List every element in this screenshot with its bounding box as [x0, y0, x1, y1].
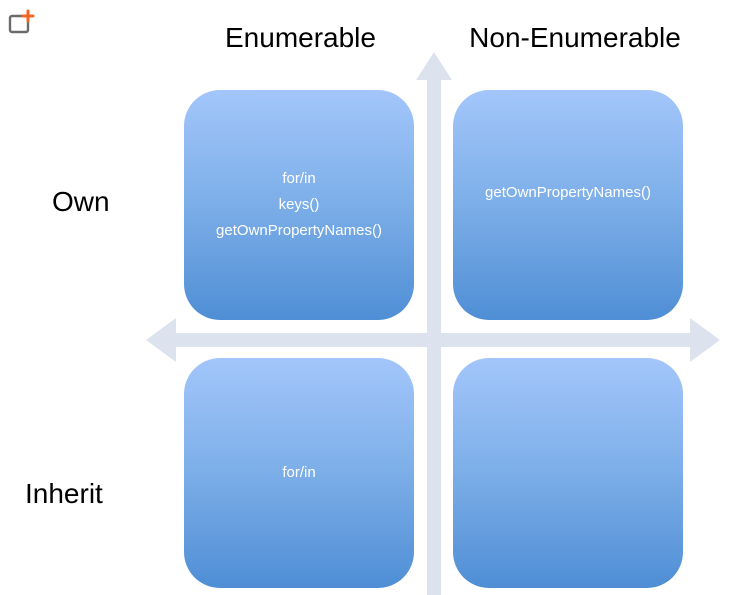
quadrant-inherit-non-enumerable [453, 358, 683, 588]
row-header-inherit: Inherit [25, 478, 103, 509]
method-get-own-property-names: getOwnPropertyNames() [485, 184, 651, 201]
column-header-enumerable: Enumerable [225, 22, 376, 53]
method-for-in: for/in [282, 170, 316, 187]
add-frame-icon[interactable] [8, 8, 36, 36]
method-for-in: for/in [282, 464, 316, 481]
method-keys: keys() [278, 196, 320, 213]
quadrant-own-non-enumerable: getOwnPropertyNames() [453, 90, 683, 320]
vertical-axis-arrow [416, 52, 452, 595]
row-header-own: Own [52, 186, 110, 217]
quadrant-inherit-enumerable: for/in [184, 358, 414, 588]
horizontal-axis-arrow [146, 318, 720, 362]
column-header-non-enumerable: Non-Enumerable [469, 22, 681, 53]
method-get-own-property-names: getOwnPropertyNames() [216, 222, 382, 239]
quadrant-own-enumerable: for/in keys() getOwnPropertyNames() [184, 90, 414, 320]
